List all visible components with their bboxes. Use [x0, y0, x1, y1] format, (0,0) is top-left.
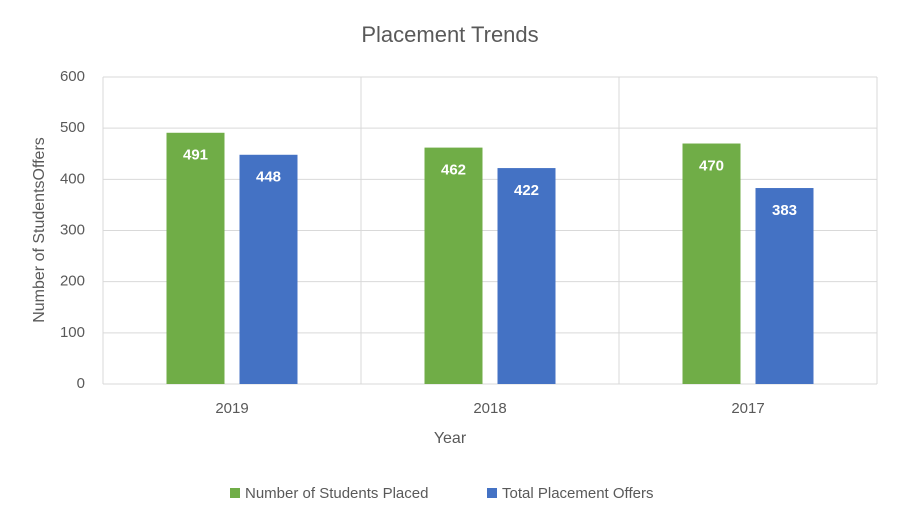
bar: [239, 154, 298, 384]
x-tick-label: 2017: [731, 400, 764, 417]
legend-label: Total Placement Offers: [502, 485, 653, 502]
bar: [424, 147, 483, 384]
x-tick-label: 2018: [473, 400, 506, 417]
y-tick-label: 300: [60, 221, 85, 238]
bar: [682, 143, 741, 384]
bar: [166, 132, 225, 384]
bar: [755, 188, 814, 384]
value-label: 470: [699, 157, 724, 174]
value-label: 491: [183, 147, 208, 164]
y-tick-label: 400: [60, 170, 85, 187]
y-tick-label: 200: [60, 273, 85, 290]
y-tick-label: 0: [77, 375, 85, 392]
value-label: 422: [514, 182, 539, 199]
bar: [497, 168, 556, 384]
legend-swatch: [230, 488, 240, 498]
legend-label: Number of Students Placed: [245, 485, 428, 502]
y-axis-title: Number of StudentsOffers: [31, 137, 48, 323]
legend-swatch: [487, 488, 497, 498]
x-tick-label: 2019: [215, 400, 248, 417]
y-tick-label: 100: [60, 324, 85, 341]
y-tick-label: 600: [60, 68, 85, 85]
x-axis-title: Year: [434, 430, 467, 447]
value-label: 448: [256, 169, 281, 186]
value-label: 383: [772, 202, 797, 219]
value-label: 462: [441, 162, 466, 179]
y-tick-label: 500: [60, 119, 85, 136]
chart-title: Placement Trends: [361, 22, 538, 47]
